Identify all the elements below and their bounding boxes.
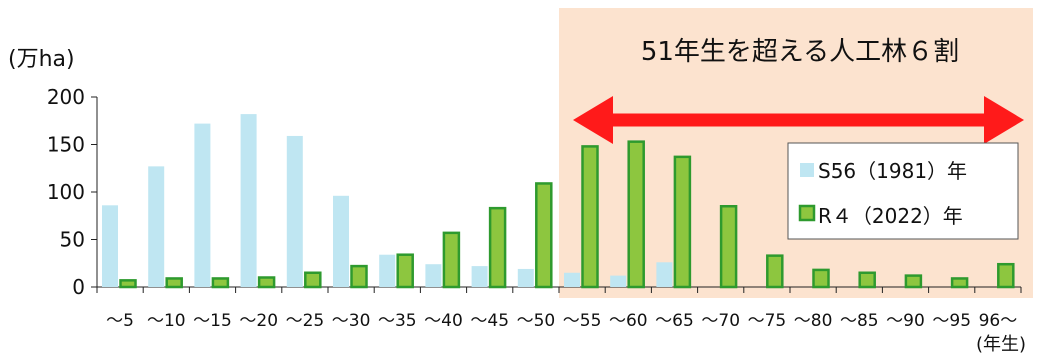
bar-r4 (904, 274, 923, 289)
bar-r4 (812, 268, 830, 289)
bar-r4 (119, 279, 137, 289)
bar-r4 (396, 253, 414, 289)
x-tick-label: ～75 (748, 311, 787, 331)
x-tick-label: ～60 (609, 311, 648, 331)
x-tick-label: ～80 (794, 311, 833, 331)
bar-r4 (858, 271, 876, 289)
bar-s56 (425, 264, 442, 287)
y-tick-label: 50 (60, 228, 85, 252)
bar-r4 (442, 231, 461, 289)
bar-r4 (165, 277, 183, 289)
x-tick-label: ～65 (655, 311, 694, 331)
bar-s56 (333, 195, 349, 287)
range-arrow-right-head (984, 96, 1024, 144)
x-tick-label: ～95 (932, 311, 971, 331)
bar-r4 (627, 140, 645, 289)
x-tick-label: ～90 (886, 311, 925, 331)
x-tick-label: ～35 (378, 311, 417, 331)
bar-s56 (564, 272, 580, 287)
y-axis-label: (万ha) (8, 47, 75, 72)
bar-s56 (194, 123, 211, 287)
x-tick-label: ～30 (332, 311, 371, 331)
bar-r4 (211, 277, 230, 289)
bar-r4 (257, 276, 276, 289)
y-tick-label: 150 (47, 133, 85, 157)
bar-r4 (950, 277, 969, 289)
x-axis-label: (年生) (976, 334, 1026, 355)
x-tick-label: ～45 (470, 311, 509, 331)
x-tick-label: ～50 (517, 311, 556, 331)
bar-r4 (535, 182, 553, 289)
bar-s56 (610, 275, 627, 287)
x-tick-label: ～20 (239, 311, 278, 331)
legend-swatch-s56 (800, 163, 814, 177)
x-tick-label: 96～ (979, 311, 1018, 331)
x-tick-label: ～5 (106, 311, 134, 331)
bar-s56 (102, 205, 118, 287)
x-tick-label: ～15 (193, 311, 232, 331)
bar-r4 (766, 254, 784, 289)
bar-s56 (471, 266, 488, 287)
bar-s56 (379, 254, 396, 287)
bar-r4 (581, 145, 599, 289)
bar-r4 (488, 206, 507, 289)
y-tick-label: 0 (72, 275, 85, 299)
x-tick-label: ～10 (147, 311, 186, 331)
range-arrow-left-head (573, 96, 613, 144)
legend-swatch-r4 (798, 204, 816, 222)
bar-r4 (719, 205, 738, 289)
y-tick-label: 200 (47, 85, 85, 109)
legend-box (787, 142, 1019, 240)
x-tick-label: ～70 (701, 311, 740, 331)
bar-r4 (304, 271, 322, 289)
annotation-text: 51年生を超える人工林６割 (641, 37, 959, 67)
x-tick-label: ～40 (424, 311, 463, 331)
x-tick-label: ～55 (563, 311, 602, 331)
bar-r4 (997, 262, 1015, 289)
bar-s56 (148, 166, 165, 287)
bar-r4 (673, 155, 692, 289)
bar-s56 (286, 135, 303, 287)
bar-r4 (350, 264, 368, 289)
bar-s56 (656, 262, 673, 287)
legend-label-s56: S56（1981）年 (818, 159, 967, 183)
x-tick-label: ～25 (286, 311, 325, 331)
legend-label-r4: R４（2022）年 (818, 204, 963, 228)
bar-s56 (517, 268, 534, 287)
bar-s56 (240, 114, 257, 287)
x-tick-label: ～85 (840, 311, 879, 331)
y-tick-label: 100 (47, 180, 85, 204)
